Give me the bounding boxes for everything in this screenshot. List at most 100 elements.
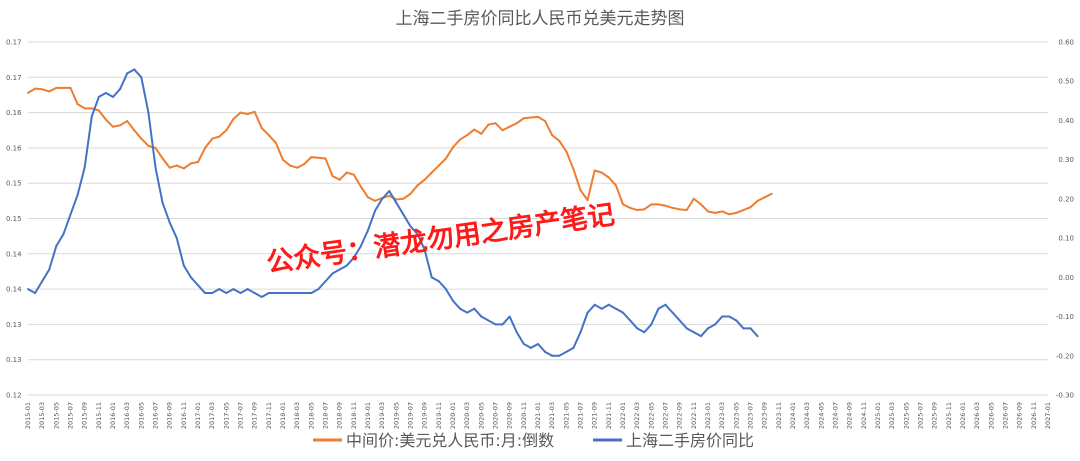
series-segment: [62, 213, 72, 236]
series-segment: [161, 157, 171, 169]
left-tick-label: 0.12: [6, 392, 22, 400]
series-segment: [678, 319, 688, 330]
series-segment: [317, 280, 327, 291]
right-tick-label: -0.30: [1056, 392, 1074, 400]
x-tick-label: 2018-09: [336, 402, 344, 429]
series-segment: [352, 244, 362, 259]
right-tick-label: -0.20: [1056, 352, 1074, 360]
series-segment: [197, 284, 207, 295]
series-segment: [189, 161, 199, 165]
x-tick-label: 2021-09: [591, 402, 599, 429]
series-segment: [274, 141, 284, 161]
series-segment: [714, 210, 724, 214]
series-segment: [154, 146, 164, 160]
series-segment: [508, 122, 518, 128]
x-tick-label: 2020-11: [520, 402, 528, 429]
x-tick-label: 2025-05: [902, 402, 910, 429]
x-axis-ticks: 2015-01 2015-03 2015-05 2015-07 2015-09 2015-…: [24, 402, 1052, 429]
x-tick-label: 2022-03: [633, 402, 641, 429]
x-tick-label: 2022-07: [662, 402, 670, 429]
left-tick-label: 0.16: [6, 109, 22, 117]
series-layer: [27, 68, 773, 357]
series-segment: [494, 122, 504, 132]
series-segment: [685, 327, 695, 334]
series-segment: [119, 72, 129, 91]
x-tick-label: 2022-05: [647, 402, 655, 429]
series-segment: [459, 134, 469, 141]
x-tick-label: 2019-01: [364, 402, 372, 429]
series-segment: [607, 176, 617, 187]
series-segment: [76, 166, 86, 196]
x-tick-label: 2024-07: [832, 402, 840, 429]
series-segment: [41, 88, 51, 93]
series-segment: [211, 135, 221, 140]
series-segment: [728, 211, 738, 216]
series-segment: [239, 288, 249, 295]
series-segment: [657, 203, 667, 207]
x-tick-label: 2015-03: [38, 402, 46, 429]
series-segment: [359, 185, 369, 199]
series-segment: [600, 171, 610, 179]
series-segment: [218, 288, 228, 295]
series-segment: [282, 158, 292, 167]
series-segment: [338, 264, 348, 271]
series-segment: [338, 171, 348, 181]
series-segment: [395, 201, 405, 216]
series-segment: [622, 311, 632, 322]
series-segment: [104, 118, 114, 128]
x-tick-label: 2016-05: [137, 402, 145, 429]
series-segment: [707, 210, 717, 214]
series-segment: [83, 115, 93, 169]
series-segment: [253, 292, 263, 298]
series-segment: [529, 115, 539, 119]
x-tick-label: 2021-03: [548, 402, 556, 429]
series-segment: [112, 88, 122, 98]
series-segment: [452, 299, 462, 310]
x-tick-label: 2020-05: [477, 402, 485, 429]
series-segment: [515, 331, 525, 346]
series-segment: [572, 331, 582, 349]
x-tick-label: 2016-03: [123, 402, 131, 429]
x-tick-label: 2021-01: [534, 402, 542, 429]
series-segment: [345, 171, 355, 176]
x-tick-label: 2019-03: [378, 402, 386, 429]
series-segment: [317, 156, 327, 160]
x-tick-label: 2025-09: [931, 402, 939, 429]
series-segment: [629, 319, 639, 330]
series-segment: [614, 184, 624, 206]
x-tick-label: 2025-07: [917, 402, 925, 429]
series-segment: [423, 248, 433, 279]
series-segment: [473, 307, 483, 318]
series-segment: [664, 204, 674, 209]
x-tick-label: 2022-11: [690, 402, 698, 429]
x-tick-label: 2021-11: [605, 402, 613, 429]
series-segment: [147, 111, 157, 169]
series-segment: [34, 87, 44, 91]
x-tick-label: 2025-11: [945, 402, 953, 429]
series-segment: [225, 288, 235, 295]
series-segment: [374, 197, 384, 212]
series-segment: [522, 116, 532, 120]
series-segment: [395, 197, 405, 201]
series-segment: [423, 171, 433, 181]
left-tick-label: 0.17: [6, 39, 22, 47]
series-segment: [69, 86, 79, 106]
x-tick-label: 2018-05: [307, 402, 315, 429]
series-segment: [586, 169, 596, 202]
x-tick-label: 2017-07: [237, 402, 245, 429]
series-segment: [671, 206, 681, 211]
right-tick-label: 0.10: [1058, 235, 1074, 243]
series-segment: [352, 173, 362, 188]
series-segment: [133, 129, 143, 140]
x-tick-label: 2019-05: [392, 402, 400, 429]
x-tick-label: 2017-05: [222, 402, 230, 429]
series-segment: [437, 280, 447, 291]
series-segment: [692, 331, 702, 338]
x-tick-label: 2018-11: [350, 402, 358, 429]
series-segment: [76, 103, 86, 110]
series-segment: [189, 276, 199, 287]
x-tick-label: 2026-03: [973, 402, 981, 429]
series-segment: [140, 137, 150, 147]
x-tick-label: 2023-05: [732, 402, 740, 429]
series-segment: [437, 157, 447, 167]
